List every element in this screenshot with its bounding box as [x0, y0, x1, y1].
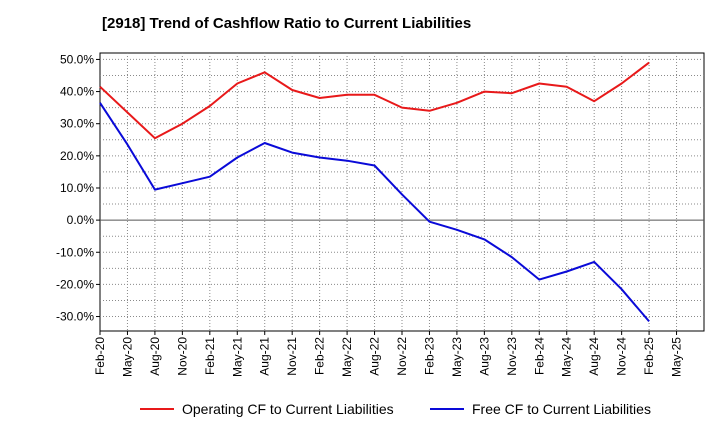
x-tick-label: Nov-23: [505, 337, 519, 376]
series-lines: [99, 61, 650, 323]
x-tick-label: Nov-20: [175, 337, 189, 376]
x-tick-label: May-20: [120, 337, 134, 377]
x-axis-ticks: Feb-20 May-20 Aug-20 Nov-20 Feb-21 May-21 Aug-…: [93, 331, 684, 377]
y-tick-label: 40.0%: [60, 85, 94, 99]
y-tick-label: 50.0%: [60, 52, 94, 66]
x-tick-label: May-22: [340, 337, 354, 377]
x-tick-label: Aug-20: [148, 337, 162, 376]
x-tick-label: May-25: [670, 337, 684, 377]
series-line-1: [99, 61, 650, 140]
x-tick-label: Nov-24: [615, 337, 629, 376]
x-tick-label: May-21: [230, 337, 244, 377]
y-tick-label: 10.0%: [60, 181, 94, 195]
x-tick-label: May-23: [450, 337, 464, 377]
series-line-2: [99, 102, 650, 323]
legend: Operating CF to Current Liabilities Free …: [140, 401, 651, 417]
x-tick-label: Feb-23: [422, 337, 436, 375]
x-tick-label: Feb-25: [642, 337, 656, 375]
x-tick-label: Feb-24: [532, 337, 546, 375]
y-tick-label: -10.0%: [56, 245, 94, 259]
y-tick-label: 20.0%: [60, 149, 94, 163]
x-tick-label: Aug-24: [587, 337, 601, 376]
grid-lines: [100, 53, 704, 331]
y-tick-label: -20.0%: [56, 277, 94, 291]
x-tick-label: May-24: [560, 337, 574, 377]
y-axis-ticks: 50.0% 40.0% 30.0% 20.0% 10.0% 0.0% -10.0% -20.0…: [56, 52, 100, 324]
chart-title: [2918] Trend of Cashflow Ratio to Curren…: [102, 15, 472, 32]
legend-label-1: Operating CF to Current Liabilities: [182, 401, 394, 417]
x-tick-label: Feb-21: [203, 337, 217, 375]
x-tick-label: Feb-20: [93, 337, 107, 375]
y-tick-label: 30.0%: [60, 117, 94, 131]
x-tick-label: Nov-22: [395, 337, 409, 376]
legend-label-2: Free CF to Current Liabilities: [472, 401, 651, 417]
x-tick-label: Aug-21: [258, 337, 272, 376]
x-tick-label: Nov-21: [285, 337, 299, 376]
x-tick-label: Aug-22: [368, 337, 382, 376]
y-tick-label: -30.0%: [56, 310, 94, 324]
x-tick-label: Aug-23: [477, 337, 491, 376]
y-tick-label: 0.0%: [67, 213, 95, 227]
x-tick-label: Feb-22: [313, 337, 327, 375]
